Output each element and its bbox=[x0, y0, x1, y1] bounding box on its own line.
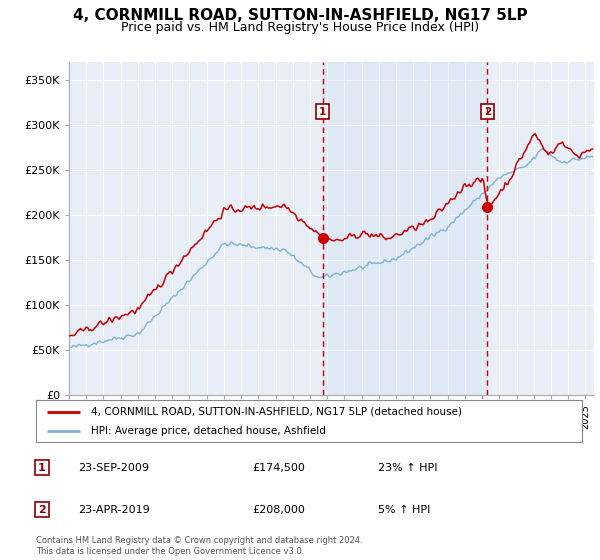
Text: £208,000: £208,000 bbox=[252, 505, 305, 515]
Text: HPI: Average price, detached house, Ashfield: HPI: Average price, detached house, Ashf… bbox=[91, 426, 325, 436]
Text: 2: 2 bbox=[38, 505, 46, 515]
Text: £174,500: £174,500 bbox=[252, 463, 305, 473]
Text: Price paid vs. HM Land Registry's House Price Index (HPI): Price paid vs. HM Land Registry's House … bbox=[121, 21, 479, 34]
Text: 4, CORNMILL ROAD, SUTTON-IN-ASHFIELD, NG17 5LP: 4, CORNMILL ROAD, SUTTON-IN-ASHFIELD, NG… bbox=[73, 8, 527, 24]
Text: 1: 1 bbox=[38, 463, 46, 473]
Text: 4, CORNMILL ROAD, SUTTON-IN-ASHFIELD, NG17 5LP (detached house): 4, CORNMILL ROAD, SUTTON-IN-ASHFIELD, NG… bbox=[91, 407, 461, 417]
Text: 23-SEP-2009: 23-SEP-2009 bbox=[78, 463, 149, 473]
Bar bbox=[323, 62, 487, 395]
Text: 5% ↑ HPI: 5% ↑ HPI bbox=[378, 505, 430, 515]
Text: 2: 2 bbox=[484, 106, 491, 116]
Text: 1: 1 bbox=[319, 106, 326, 116]
Text: 23-APR-2019: 23-APR-2019 bbox=[78, 505, 150, 515]
Text: 23% ↑ HPI: 23% ↑ HPI bbox=[378, 463, 437, 473]
Text: Contains HM Land Registry data © Crown copyright and database right 2024.
This d: Contains HM Land Registry data © Crown c… bbox=[36, 536, 362, 556]
